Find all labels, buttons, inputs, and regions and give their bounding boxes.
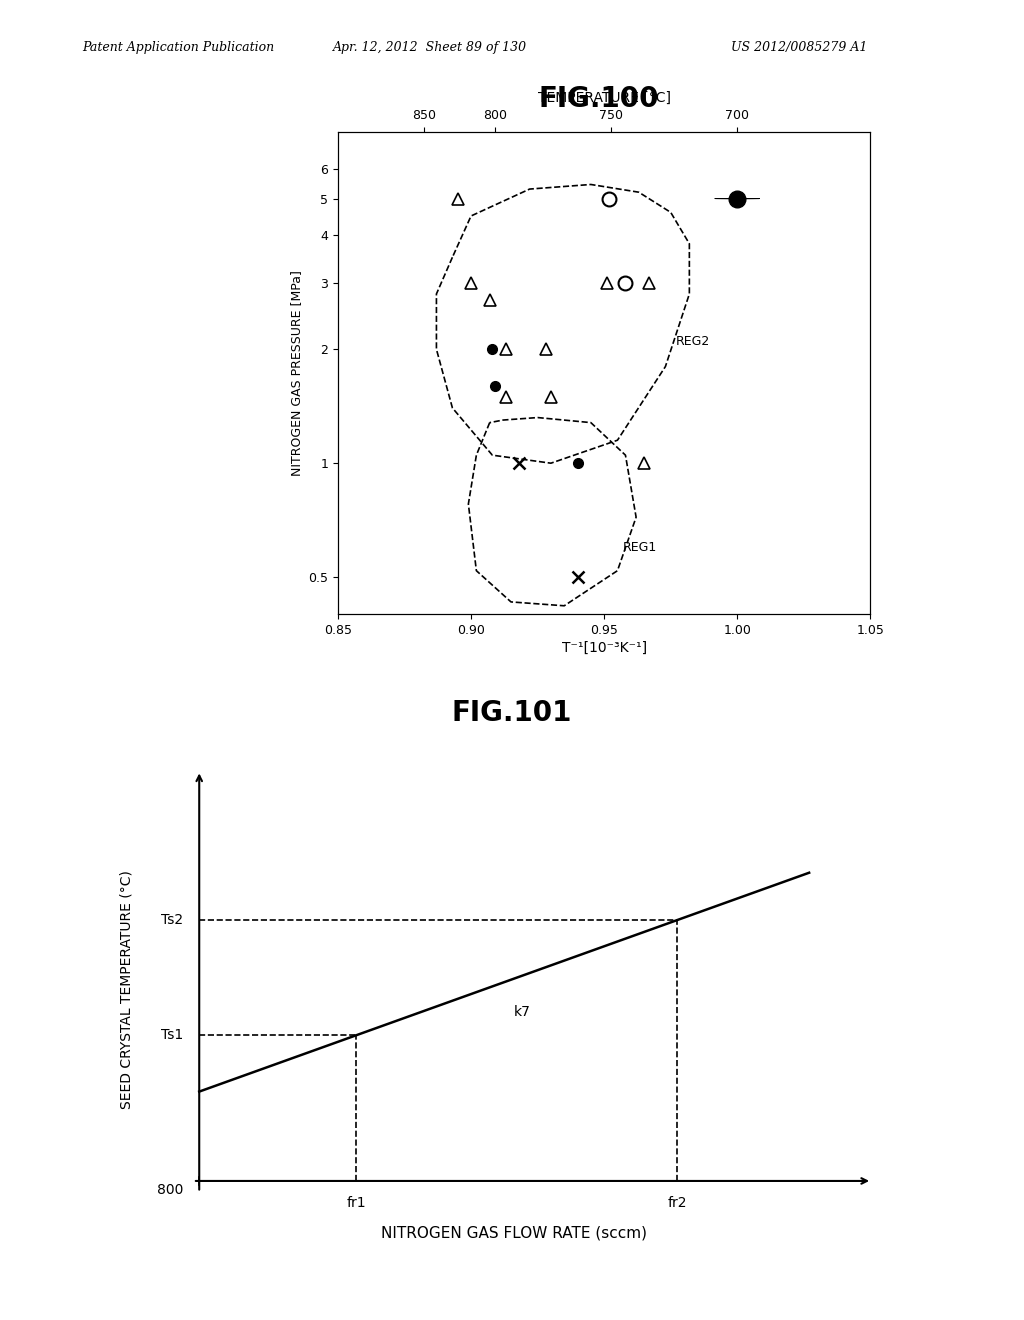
Text: SEED CRYSTAL TEMPERATURE (°C): SEED CRYSTAL TEMPERATURE (°C) (120, 870, 134, 1109)
Text: REG2: REG2 (676, 335, 711, 347)
Text: Patent Application Publication: Patent Application Publication (82, 41, 274, 54)
Text: k7: k7 (514, 1005, 530, 1019)
Text: FIG.101: FIG.101 (452, 698, 572, 727)
Text: Ts1: Ts1 (161, 1028, 183, 1043)
Text: Ts2: Ts2 (162, 913, 183, 927)
Text: FIG.100: FIG.100 (539, 84, 659, 114)
Text: REG1: REG1 (623, 541, 657, 553)
X-axis label: T⁻¹[10⁻³K⁻¹]: T⁻¹[10⁻³K⁻¹] (561, 640, 647, 655)
Text: US 2012/0085279 A1: US 2012/0085279 A1 (730, 41, 867, 54)
Text: fr2: fr2 (668, 1196, 687, 1210)
Text: NITROGEN GAS FLOW RATE (sccm): NITROGEN GAS FLOW RATE (sccm) (381, 1225, 646, 1239)
Text: 800: 800 (157, 1183, 183, 1197)
X-axis label: TEMPERATURE [°C]: TEMPERATURE [°C] (538, 91, 671, 106)
Y-axis label: NITROGEN GAS PRESSURE [MPa]: NITROGEN GAS PRESSURE [MPa] (290, 271, 303, 475)
Text: fr1: fr1 (346, 1196, 367, 1210)
Text: Apr. 12, 2012  Sheet 89 of 130: Apr. 12, 2012 Sheet 89 of 130 (333, 41, 527, 54)
